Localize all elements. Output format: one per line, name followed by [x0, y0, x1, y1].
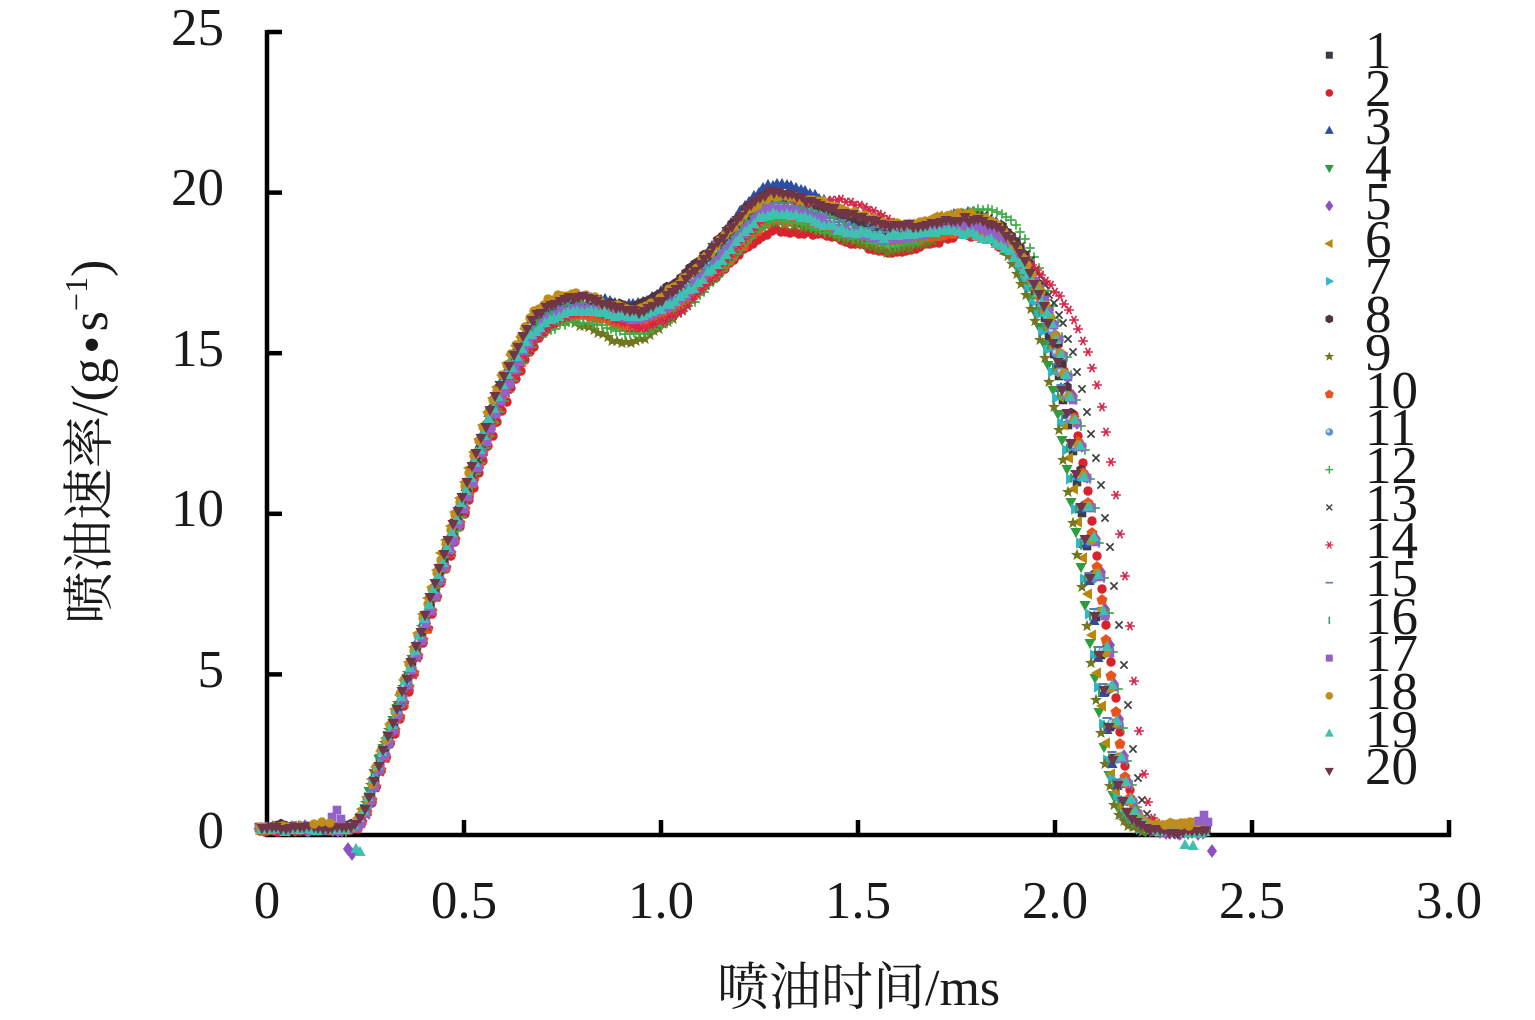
svg-text:10: 10	[171, 480, 224, 538]
svg-text:11: 11	[1365, 399, 1416, 457]
svg-text:2: 2	[1365, 60, 1392, 118]
svg-text:4: 4	[1365, 135, 1392, 193]
svg-text:5: 5	[1365, 173, 1392, 231]
svg-text:15: 15	[171, 320, 224, 378]
svg-text:2.0: 2.0	[1022, 872, 1088, 930]
svg-text:1.5: 1.5	[825, 872, 891, 930]
svg-text:3: 3	[1365, 98, 1392, 156]
svg-text:1.0: 1.0	[628, 872, 694, 930]
svg-text:9: 9	[1365, 324, 1392, 382]
svg-text:0: 0	[198, 802, 225, 860]
svg-text:16: 16	[1365, 588, 1418, 646]
svg-text:5: 5	[198, 641, 225, 699]
svg-text:17: 17	[1365, 625, 1418, 683]
svg-text:2.5: 2.5	[1219, 872, 1285, 930]
svg-text:0: 0	[254, 872, 281, 930]
svg-text:1: 1	[1365, 22, 1392, 80]
svg-text:14: 14	[1365, 512, 1418, 570]
svg-text:13: 13	[1365, 475, 1418, 533]
svg-text:10: 10	[1365, 362, 1418, 420]
svg-text:20: 20	[171, 159, 224, 217]
svg-text:15: 15	[1365, 550, 1418, 608]
svg-text:19: 19	[1365, 701, 1418, 759]
svg-text:8: 8	[1365, 286, 1392, 344]
svg-text:20: 20	[1365, 738, 1418, 796]
svg-text:18: 18	[1365, 663, 1418, 721]
svg-text:6: 6	[1365, 211, 1392, 269]
svg-text:25: 25	[171, 0, 224, 57]
svg-text:3.0: 3.0	[1416, 872, 1482, 930]
svg-text:7: 7	[1365, 248, 1392, 306]
svg-text:0.5: 0.5	[431, 872, 497, 930]
svg-text:/ms: /ms	[925, 960, 1000, 1017]
svg-text:12: 12	[1365, 437, 1418, 495]
